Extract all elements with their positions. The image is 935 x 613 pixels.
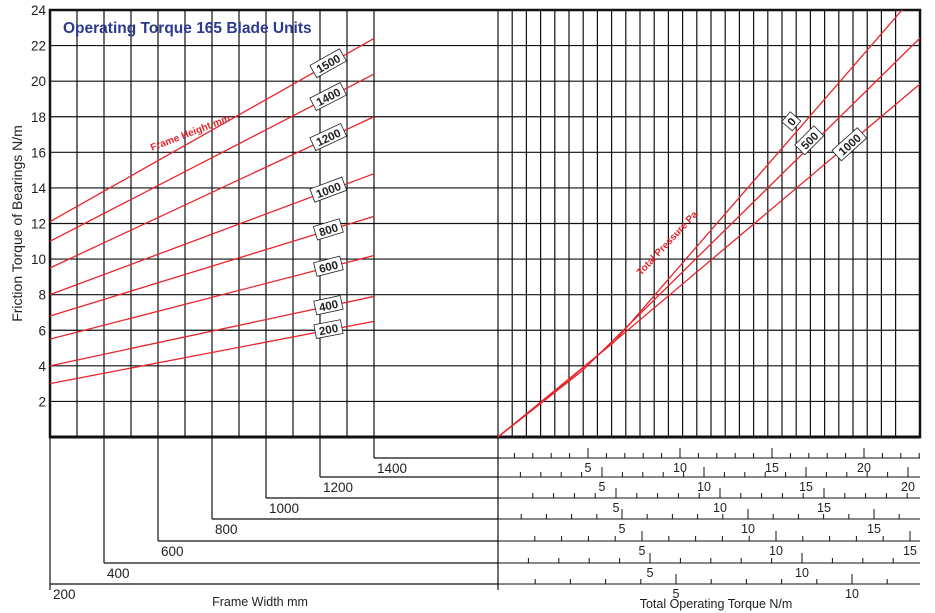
y-tick-label: 24 [31,3,47,18]
curve-tag-1500: 1500 [309,48,347,79]
curve-tag-box [313,295,344,316]
y-tick-label: 10 [31,252,46,267]
frame-width-label: 1200 [323,480,353,495]
curve-tag-label: 200 [318,323,339,338]
frame-width-label: 1400 [377,461,407,476]
curve-tag-box [309,122,348,152]
torque-tick-label: 5 [639,544,646,558]
torque-tick-label: 5 [673,587,680,601]
y-tick-label: 16 [31,145,46,160]
pressure-tag-500: 500 [794,125,825,156]
y-tick-label: 4 [38,359,46,374]
torque-tick-label: 5 [647,566,654,580]
curve-tag-label: 1000 [315,181,343,201]
curve-tag-box [312,218,344,241]
y-tick-label: 12 [31,217,46,232]
frame-height-family-label: Frame Height mm [149,113,232,154]
y-tick-label: 20 [31,74,46,89]
curve-tag-label: 600 [318,260,340,276]
torque-tick-label: 10 [769,544,783,558]
pressure-curve-1000 [497,83,921,438]
torque-tick-label: 10 [697,480,711,494]
curve-tag-box [309,82,348,112]
curve-tag-label: 1200 [315,128,343,150]
x-axis-label-frame-width: Frame Width mm [212,595,308,609]
curve-tag-label: 400 [318,299,339,315]
pressure-tag-box [831,127,868,162]
frame-width-label: 800 [215,522,238,537]
curve-tag-1200: 1200 [309,122,348,152]
pressure-curve-500 [497,37,921,438]
torque-tick-label: 10 [845,587,859,601]
curve-tag-box [313,255,344,277]
torque-tick-label: 5 [585,461,592,475]
curve-tag-1400: 1400 [309,82,348,112]
x-axis-label-total-torque: Total Operating Torque N/m [640,597,793,611]
frame-width-label: 1000 [269,501,299,516]
y-tick-label: 6 [38,323,46,338]
frame-width-label: 600 [161,544,184,559]
y-axis-label: Friction Torque of Bearings N/m [9,125,25,322]
torque-tick-label: 15 [817,501,831,515]
curve-tag-label: 800 [318,222,340,239]
torque-tick-label: 10 [795,566,809,580]
torque-tick-label: 15 [903,544,917,558]
torque-tick-label: 20 [857,461,871,475]
frame-width-label: 400 [107,566,130,581]
torque-tick-label: 10 [673,461,687,475]
torque-tick-label: 5 [613,501,620,515]
torque-tick-label: 10 [741,522,755,536]
curve-tag-600: 600 [313,255,344,277]
y-tick-label: 22 [31,39,46,54]
torque-scales [49,437,920,590]
frame-width-label: 200 [53,587,76,602]
curve-tag-800: 800 [312,218,344,241]
torque-tick-label: 5 [599,480,606,494]
curve-tag-label: 1400 [315,87,343,109]
torque-tick-label: 15 [867,522,881,536]
pressure-tag-box [794,125,825,156]
torque-tick-label: 15 [799,480,813,494]
y-tick-label: 2 [38,394,46,409]
curve-tag-box [313,319,344,339]
y-tick-label: 14 [31,181,47,196]
pressure-tag-0: 0 [781,111,802,132]
torque-tick-label: 15 [765,461,779,475]
curve-tag-400: 400 [313,295,344,316]
pressure-tag-box [781,111,802,132]
torque-tick-label: 5 [619,522,626,536]
y-tick-label: 8 [38,288,46,303]
curve-tag-1000: 1000 [309,176,348,203]
pressure-tag-1000: 1000 [831,127,868,162]
torque-tick-label: 20 [901,480,915,494]
y-tick-label: 18 [31,110,46,125]
grid [48,8,922,439]
curve-tag-box [309,48,347,79]
torque-tick-label: 10 [713,501,727,515]
curve-tag-box [309,176,348,203]
chart-title: Operating Torque 165 Blade Units [63,20,312,37]
curve-tag-200: 200 [313,319,344,339]
